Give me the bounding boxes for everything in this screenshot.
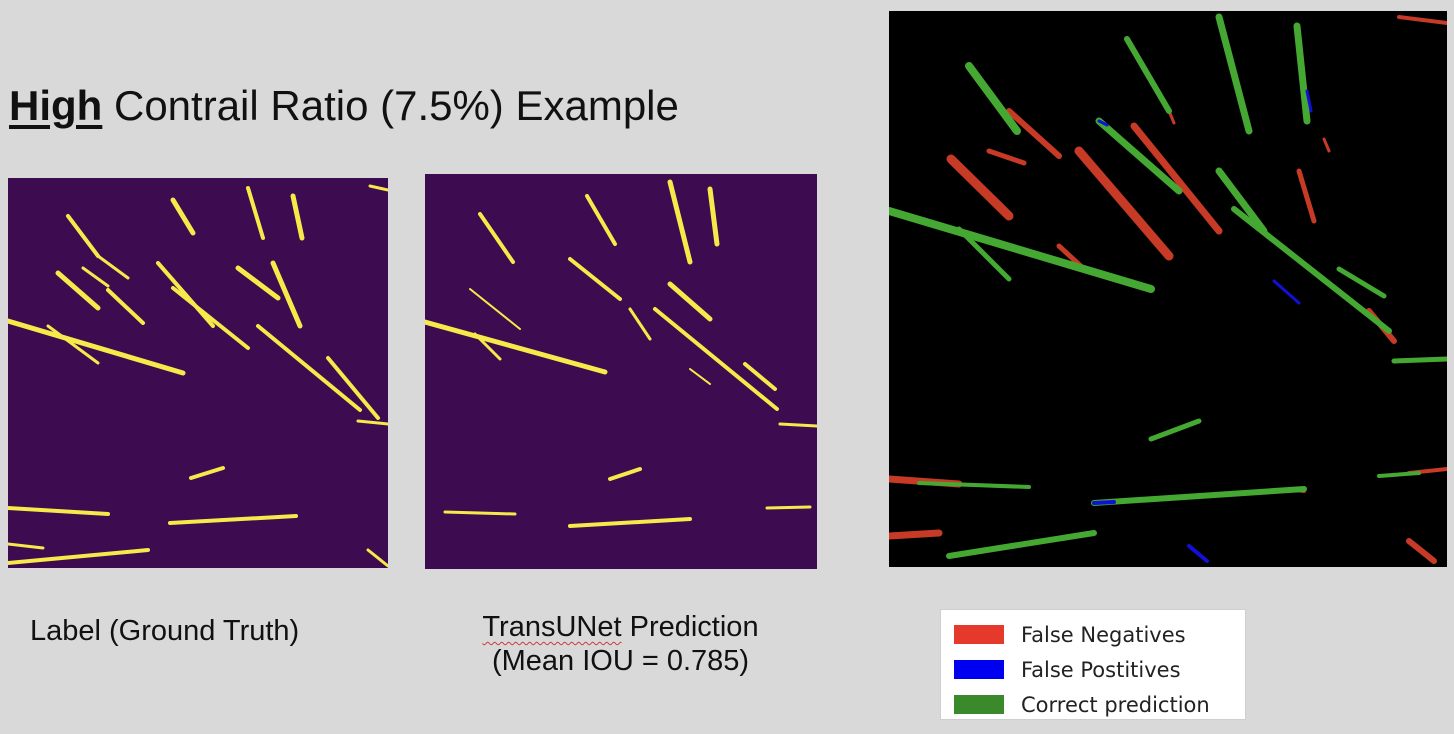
- legend-item-false-positives: False Postitives: [954, 652, 1245, 687]
- error-overlay-image: [889, 11, 1447, 567]
- slide-title: High Contrail Ratio (7.5%) Example: [9, 78, 679, 134]
- legend-swatch-red: [954, 625, 1004, 644]
- overlay-legend: False Negatives False Postitives Correct…: [940, 609, 1246, 720]
- contrail-segments: [425, 179, 817, 528]
- prediction-caption: TransUNet Prediction (Mean IOU = 0.785): [448, 610, 793, 678]
- legend-label: Correct prediction: [1021, 692, 1210, 717]
- transunet-prediction-mask-image: [425, 174, 817, 569]
- correct-prediction-segments: [889, 13, 1447, 559]
- legend-swatch-blue: [954, 660, 1004, 679]
- legend-label: False Negatives: [1021, 622, 1186, 647]
- prediction-caption-line1: TransUNet Prediction: [448, 610, 793, 644]
- title-text: Contrail Ratio (7.5%) Example: [113, 82, 679, 129]
- mask-background: [8, 178, 388, 568]
- legend-swatch-green: [954, 695, 1004, 714]
- legend-item-false-negatives: False Negatives: [954, 617, 1245, 652]
- false-positive-segments: [1092, 89, 1313, 563]
- ground-truth-caption: Label (Ground Truth): [30, 615, 300, 647]
- mask-background: [425, 174, 817, 569]
- legend-label: False Postitives: [1021, 657, 1181, 682]
- title-emphasis: High: [9, 82, 103, 129]
- ground-truth-mask-image: [8, 178, 388, 568]
- model-name: TransUNet: [482, 611, 622, 643]
- mean-iou-text: (Mean IOU = 0.785): [491, 645, 750, 677]
- prediction-word: Prediction: [629, 611, 759, 643]
- contrail-segments: [8, 184, 388, 568]
- legend-item-correct-prediction: Correct prediction: [954, 687, 1245, 722]
